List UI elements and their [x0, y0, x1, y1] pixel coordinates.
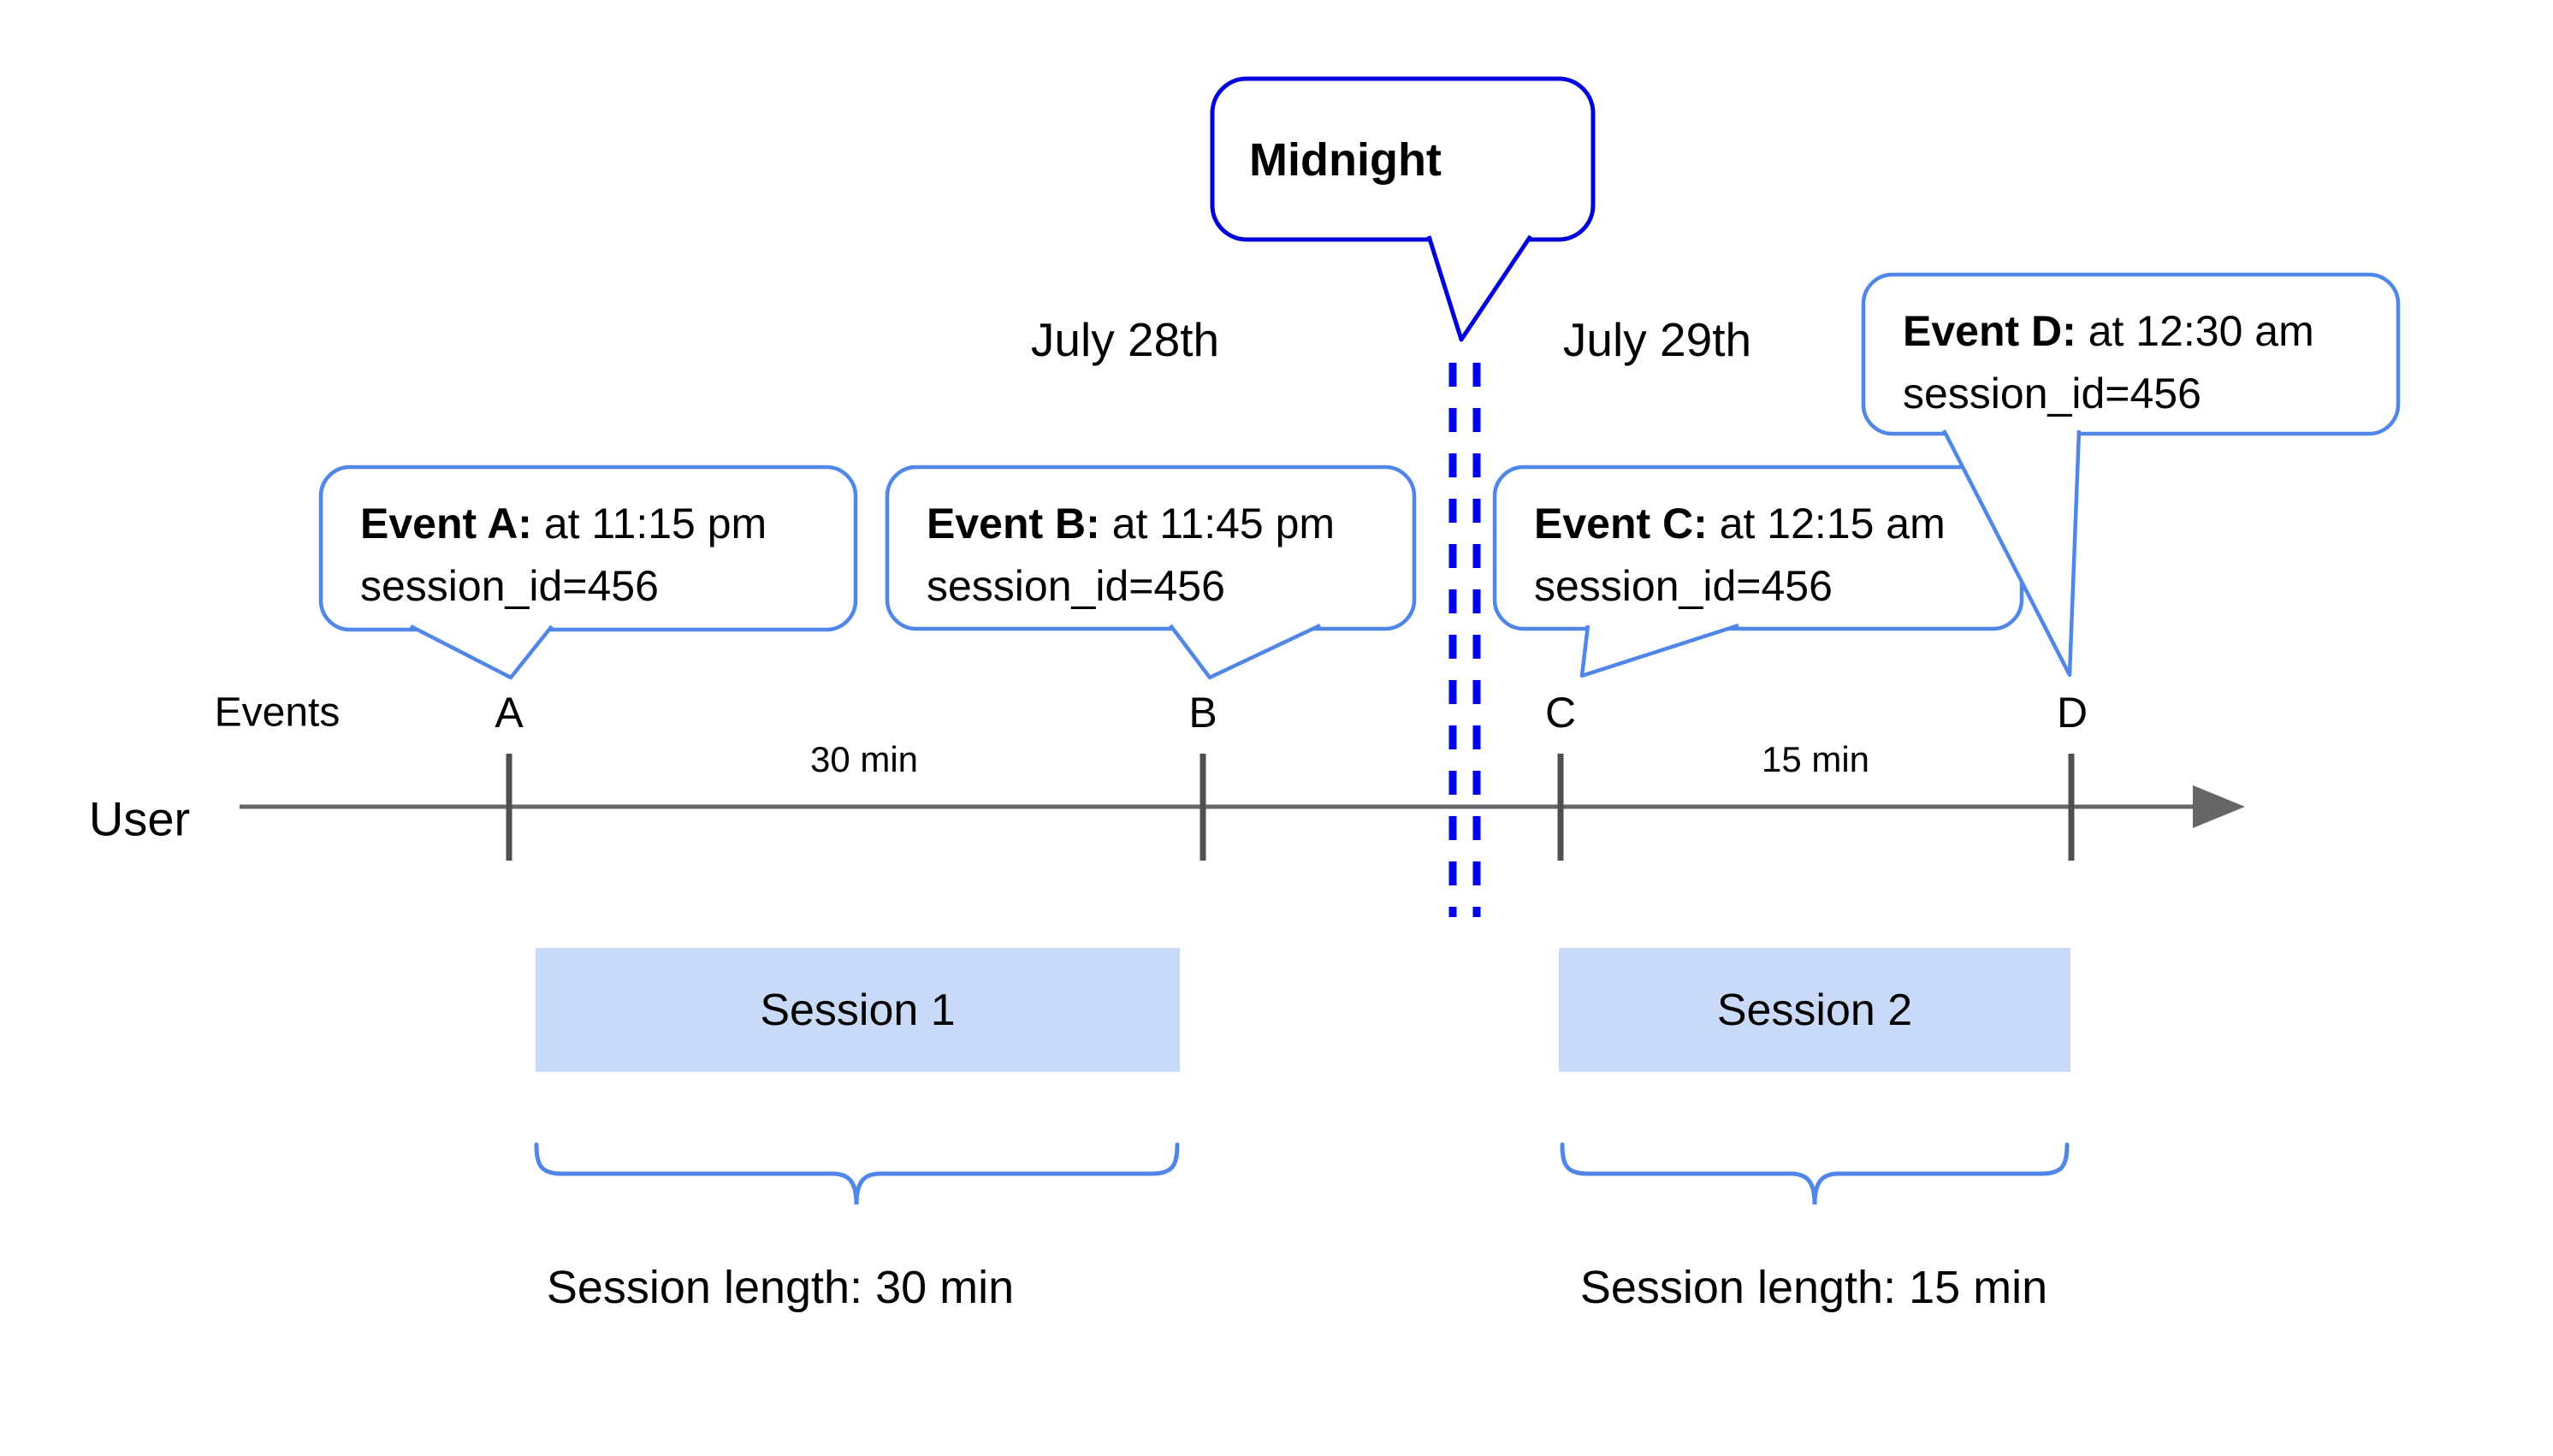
event-marker-b: B [1188, 689, 1217, 737]
event-a-callout-bubble [318, 465, 858, 680]
event-marker-d: D [2056, 689, 2088, 737]
event-d-detail: session_id=456 [1903, 370, 2201, 417]
midnight-label: Midnight [1249, 134, 1442, 186]
session-2-brace [1560, 1142, 2070, 1205]
event-d-title: Event D: [1903, 307, 2076, 355]
midnight-bubble-tail [1426, 234, 1533, 342]
event-d-callout-bubble [1861, 272, 2401, 678]
session-2-length-label: Session length: 15 min [1579, 1262, 2048, 1313]
interval-label-30min: 30 min [809, 739, 919, 779]
events-axis-label: Events [214, 690, 341, 736]
midnight-bubble-body [1210, 76, 1596, 242]
session-1-box: Session 1 [536, 948, 1180, 1072]
event-a-callout-text: Event A: at 11:15 pm session_id=456 [321, 467, 856, 618]
event-b-time: at 11:45 pm [1099, 500, 1336, 547]
event-marker-c: C [1544, 689, 1577, 737]
event-a-time: at 11:15 pm [531, 500, 767, 547]
midnight-callout-bubble [1210, 76, 1596, 342]
event-b-callout-line1: Event B: at 11:45 pm [927, 493, 1414, 555]
event-b-detail: session_id=456 [927, 562, 1225, 610]
event-c-callout-text: Event C: at 12:15 am session_id=456 [1495, 467, 2022, 618]
date-label-july-29: July 29th [1562, 313, 1752, 366]
date-label-july-28: July 28th [1030, 313, 1220, 366]
event-b-callout-bubble [885, 465, 1417, 680]
event-d-time: at 12:30 am [2076, 307, 2314, 355]
timeline-arrowhead-icon [2193, 785, 2245, 828]
session-2-box: Session 2 [1559, 948, 2070, 1072]
event-a-detail: session_id=456 [360, 562, 659, 610]
session-1-label: Session 1 [760, 985, 956, 1035]
event-c-callout-line1: Event C: at 12:15 am [1534, 493, 2022, 555]
event-b-callout-text: Event B: at 11:45 pm session_id=456 [887, 467, 1414, 618]
user-axis-label: User [88, 791, 191, 846]
event-c-title: Event C: [1534, 500, 1708, 547]
interval-label-15min: 15 min [1761, 739, 1870, 779]
event-a-callout-line1: Event A: at 11:15 pm [360, 493, 856, 555]
event-marker-a: A [495, 689, 524, 737]
event-c-detail: session_id=456 [1534, 562, 1833, 610]
event-b-title: Event B: [927, 500, 1100, 547]
event-d-callout-text: Event D: at 12:30 am session_id=456 [1863, 275, 2398, 425]
event-c-time: at 12:15 am [1707, 500, 1946, 547]
session-1-brace [534, 1142, 1180, 1205]
event-a-title: Event A: [360, 500, 532, 547]
event-d-callout-line1: Event D: at 12:30 am [1903, 300, 2398, 363]
session-2-label: Session 2 [1716, 985, 1913, 1035]
session-1-length-label: Session length: 30 min [546, 1262, 1015, 1313]
